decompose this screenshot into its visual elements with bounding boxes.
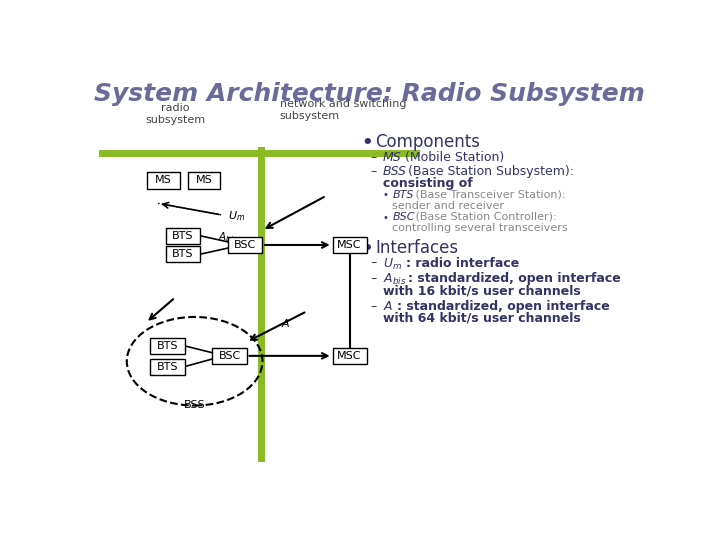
FancyBboxPatch shape [228, 237, 262, 253]
Text: (Base Station Subsystem):: (Base Station Subsystem): [404, 165, 574, 178]
Text: BTS: BTS [172, 249, 194, 259]
Text: •: • [383, 190, 389, 200]
Text: : standardized, open interface: : standardized, open interface [397, 300, 610, 313]
Text: –: – [371, 300, 377, 313]
FancyBboxPatch shape [150, 359, 184, 375]
Text: Components: Components [375, 132, 480, 151]
Text: network and switching
subsystem: network and switching subsystem [280, 99, 406, 121]
FancyBboxPatch shape [188, 172, 220, 189]
Text: –: – [371, 272, 377, 285]
FancyBboxPatch shape [333, 348, 366, 364]
Text: $U_m$: $U_m$ [228, 209, 245, 222]
Text: with 64 kbit/s user channels: with 64 kbit/s user channels [383, 312, 581, 325]
FancyBboxPatch shape [166, 228, 200, 244]
FancyBboxPatch shape [150, 338, 184, 354]
Text: BTS: BTS [157, 341, 179, 351]
Text: •: • [383, 213, 389, 222]
Text: MS: MS [156, 176, 172, 185]
Text: –: – [371, 165, 377, 178]
Text: BSC: BSC [392, 212, 415, 222]
FancyBboxPatch shape [148, 172, 180, 189]
Text: consisting of: consisting of [383, 177, 473, 190]
Text: BSS: BSS [184, 400, 205, 410]
FancyBboxPatch shape [333, 237, 366, 253]
Text: BTS: BTS [172, 231, 194, 241]
Text: $U_m$: $U_m$ [383, 256, 402, 272]
Text: with 16 kbit/s user channels: with 16 kbit/s user channels [383, 284, 581, 297]
Text: Interfaces: Interfaces [375, 239, 459, 257]
FancyBboxPatch shape [166, 246, 200, 262]
Text: MS: MS [196, 176, 212, 185]
Text: MSC: MSC [338, 240, 362, 250]
Text: BSC: BSC [218, 351, 240, 361]
Text: BSS: BSS [383, 165, 407, 178]
FancyBboxPatch shape [212, 348, 246, 364]
Text: $A$: $A$ [383, 300, 393, 313]
Text: BTS: BTS [157, 362, 179, 372]
Text: $A_{bis}$: $A_{bis}$ [383, 272, 407, 287]
Text: System Architecture: Radio Subsystem: System Architecture: Radio Subsystem [94, 82, 644, 106]
Text: sender and receiver: sender and receiver [392, 201, 504, 211]
Text: : radio interface: : radio interface [406, 256, 519, 269]
Text: (Mobile Station): (Mobile Station) [401, 151, 504, 164]
Text: •: • [361, 134, 373, 152]
Text: (Base Transceiver Station):: (Base Transceiver Station): [413, 190, 566, 200]
Text: –: – [371, 256, 377, 269]
Text: : standardized, open interface: : standardized, open interface [408, 272, 621, 285]
Text: $A_{bis}$: $A_{bis}$ [218, 231, 238, 244]
Text: controlling several transceivers: controlling several transceivers [392, 224, 568, 233]
Text: radio
subsystem: radio subsystem [145, 103, 205, 125]
Text: MS: MS [383, 151, 402, 164]
Text: (Base Station Controller):: (Base Station Controller): [413, 212, 557, 222]
Text: BSC: BSC [234, 240, 256, 250]
Text: MSC: MSC [338, 351, 362, 361]
Text: $A$: $A$ [281, 317, 290, 329]
Text: –: – [371, 151, 377, 164]
Text: •: • [361, 240, 373, 258]
Text: BTS: BTS [392, 190, 414, 200]
